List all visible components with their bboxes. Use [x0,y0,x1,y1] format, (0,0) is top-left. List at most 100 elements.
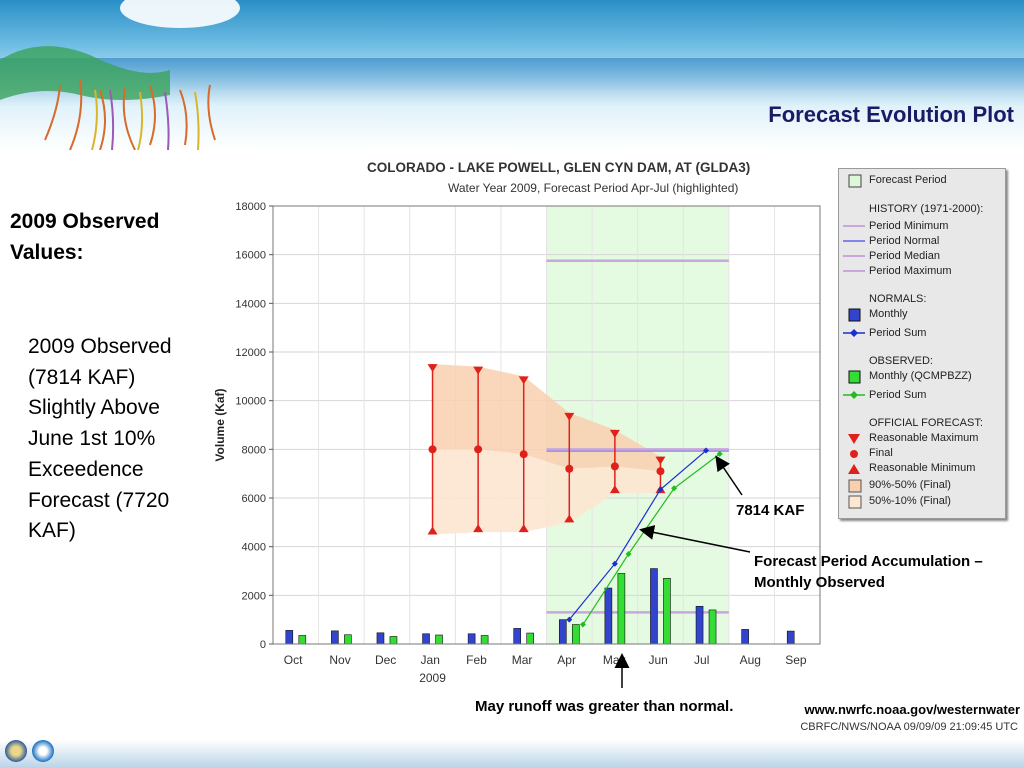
legend-reasonable-min-triangle [848,464,860,474]
y-tick-label: 14000 [235,298,266,310]
bar-observed-monthly [571,624,580,645]
legend-history-heading: HISTORY (1971-2000): [869,203,984,215]
arrow-accumulation [639,525,751,553]
header-banner [0,0,1024,150]
observed-line-period-sum-point [579,621,586,628]
legend-forecast-period-swatch [848,174,862,188]
x-tick-label: Dec [375,653,396,667]
legend-final: Final [869,447,893,459]
x-tick-label: Jul [694,653,709,667]
bar-normal-monthly [467,633,476,645]
legend-band-50-10-swatch [848,495,862,509]
chart-legend: Forecast Period HISTORY (1971-2000): Per… [838,168,1006,519]
legend-period-median: Period Median [869,250,940,262]
forecast-max-point [655,456,666,465]
y-tick-label: 6000 [242,493,266,505]
bar-observed-monthly [617,573,626,645]
forecast-final-point [519,450,528,459]
plot-frame [272,205,821,645]
x-tick-label: Nov [329,653,350,667]
legend-period-minimum: Period Minimum [869,220,949,232]
legend-period-maximum: Period Maximum [869,265,952,277]
forecast-max-point [473,366,484,375]
legend-symbols [843,174,865,509]
legend-observed-heading: OBSERVED: [869,355,933,367]
y-tick-label: 16000 [235,250,266,262]
normal-line-period-sum-line [568,450,707,621]
plants-illustration-icon [0,0,240,150]
bar-observed-monthly [298,635,307,645]
bar-normal-monthly [604,587,613,645]
forecast-max-point [427,364,438,373]
y-tick-label: 0 [260,639,266,651]
y-tick-label: 10000 [235,396,266,408]
legend-period-sum-diamond [850,329,858,337]
chart-title: COLORADO - LAKE POWELL, GLEN CYN DAM, AT… [367,160,750,175]
legend-reasonable-minimum: Reasonable Minimum [869,462,976,474]
legend-band-50-10: 50%-10% (Final) [869,495,951,507]
x-tick-label: Aug [740,653,761,667]
bar-normal-monthly [513,628,522,645]
doc-seal-icon [5,740,27,762]
observed-line-period-sum-point [625,550,632,557]
y-tick-label: 18000 [235,201,266,213]
x-tick-label: Apr [557,653,576,667]
legend-observed-monthly-swatch [848,370,861,384]
legend-band-90-50-swatch [848,479,862,493]
bar-normal-monthly [376,632,385,645]
y-tick-label: 12000 [235,347,266,359]
normal-line-period-sum-point [703,447,710,454]
legend-period-normal: Period Normal [869,235,940,247]
bar-normal-monthly [650,568,658,645]
legend-observed-period-sum: Period Sum [869,389,927,401]
x-year-label: 2009 [419,671,446,685]
observed-line-period-sum-point [716,450,723,457]
observed-line-period-sum-point [671,485,678,492]
chart-plot-area: 0 2000 4000 6000 8000 10000 12000 14000 16000 180… [213,160,821,685]
forecast-final-point [565,464,574,473]
observed-heading: 2009 Observed Values: [10,210,160,264]
legend-period-sum: Period Sum [869,327,927,339]
bar-normal-monthly [786,630,795,645]
bar-observed-monthly [435,634,443,645]
forecast-final-point [474,445,483,454]
legend-observed-sum-diamond [850,391,858,399]
bar-normal-monthly [695,605,704,645]
bar-normal-monthly [741,629,749,645]
bar-normal-monthly [285,630,294,645]
forecast-min-point [609,485,620,494]
legend-official-heading: OFFICIAL FORECAST: [869,417,983,429]
x-tick-label: Feb [466,653,487,667]
bar-observed-monthly [389,636,398,645]
normal-line-period-sum-point [566,616,573,623]
forecast-min-point [473,524,484,533]
bar-normal-monthly [558,619,567,645]
slide-title: Forecast Evolution Plot [768,102,1014,127]
y-tick-label: 8000 [242,444,266,456]
legend-normals-heading: NORMALS: [869,293,927,305]
footer-url[interactable]: www.nwrfc.noaa.gov/westernwater [804,702,1020,717]
forecast-max-point [564,412,575,421]
forecast-final-point [656,467,665,476]
y-axis-label: Volume (Kaf) [213,388,227,461]
forecast-final-point [610,462,619,471]
normal-line-period-sum-point [611,560,618,567]
forecast-max-point [518,376,529,385]
forecast-band-90-50 [432,364,661,472]
note-7814: 7814 KAF [736,502,805,519]
bar-normal-monthly [422,633,430,645]
bar-observed-monthly [526,632,535,645]
observed-line-period-sum-line [582,453,721,625]
noaa-logo-icon [32,740,54,762]
bar-observed-monthly [708,609,717,645]
legend-monthly-swatch [848,308,861,322]
x-tick-label: Sep [785,653,807,667]
bar-normal-monthly [331,630,339,645]
legend-band-90-50: 90%-50% (Final) [869,479,951,491]
forecast-min-point [427,526,438,535]
x-tick-label: Jan [421,653,440,667]
legend-observed-monthly: Monthly (QCMPBZZ) [869,370,972,382]
legend-reasonable-max-triangle [848,434,860,444]
chart-credit: CBRFC/NWS/NOAA 09/09/09 21:09:45 UTC [800,721,1018,733]
forecast-band-50-10 [432,449,661,535]
